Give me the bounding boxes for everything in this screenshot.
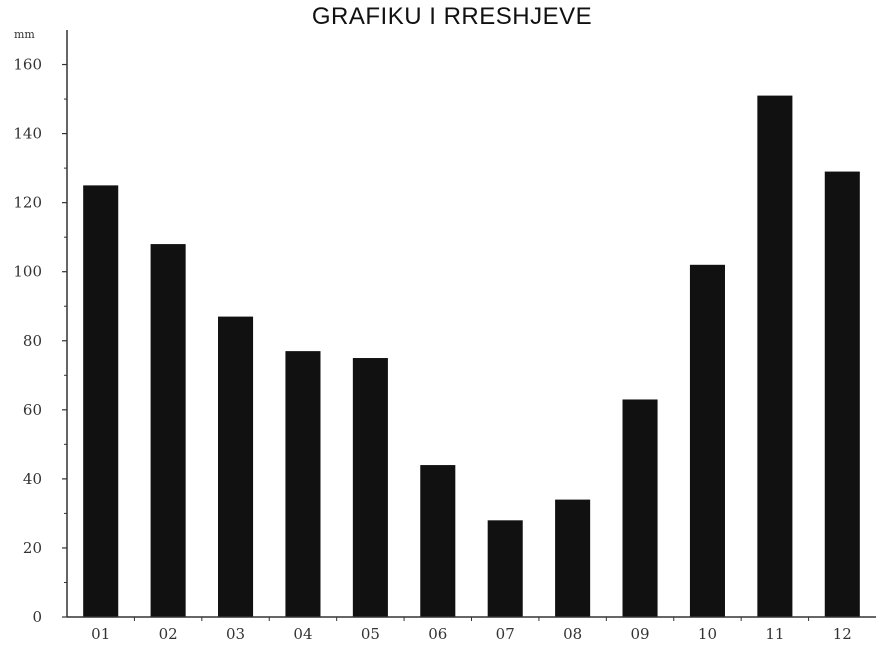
bar: [757, 95, 793, 617]
x-tick-label: 02: [159, 625, 178, 643]
y-tick-label: 20: [23, 539, 42, 557]
bar: [83, 185, 119, 617]
x-tick-label: 12: [833, 625, 852, 643]
x-tick-label: 11: [765, 625, 784, 643]
x-axis-ticks: 01 02 03 04 05 06 07 08 09 10 11 12: [91, 617, 852, 643]
y-tick-label: 100: [13, 263, 42, 281]
y-tick-label: 140: [13, 125, 42, 143]
bar: [218, 316, 254, 617]
x-tick-label: 01: [91, 625, 110, 643]
y-tick-label: 0: [32, 608, 42, 626]
bars: [83, 95, 860, 618]
x-tick-label: 08: [563, 625, 582, 643]
bar: [824, 171, 860, 617]
bar: [150, 244, 186, 618]
x-tick-label: 09: [630, 625, 649, 643]
bar: [352, 358, 388, 617]
y-tick-label: 120: [13, 194, 42, 212]
bar: [555, 499, 591, 617]
bar: [420, 465, 456, 617]
bar: [622, 399, 658, 617]
x-tick-label: 03: [226, 625, 245, 643]
bar: [689, 264, 725, 617]
x-tick-label: 10: [698, 625, 717, 643]
x-tick-label: 05: [361, 625, 380, 643]
y-tick-label: 160: [13, 56, 42, 74]
bar: [487, 520, 523, 617]
y-axis-ticks: 0 20 40 60 80 100 120 140 160: [13, 56, 67, 626]
y-tick-label: 60: [23, 401, 42, 419]
y-tick-label: 40: [23, 470, 42, 488]
bar: [285, 351, 321, 617]
x-tick-label: 04: [293, 625, 312, 643]
chart-title: GRAFIKU I RRESHJEVE: [312, 3, 592, 30]
y-tick-label: 80: [23, 332, 42, 350]
x-tick-label: 06: [428, 625, 447, 643]
y-axis-unit-label: mm: [14, 28, 35, 41]
x-tick-label: 07: [496, 625, 515, 643]
